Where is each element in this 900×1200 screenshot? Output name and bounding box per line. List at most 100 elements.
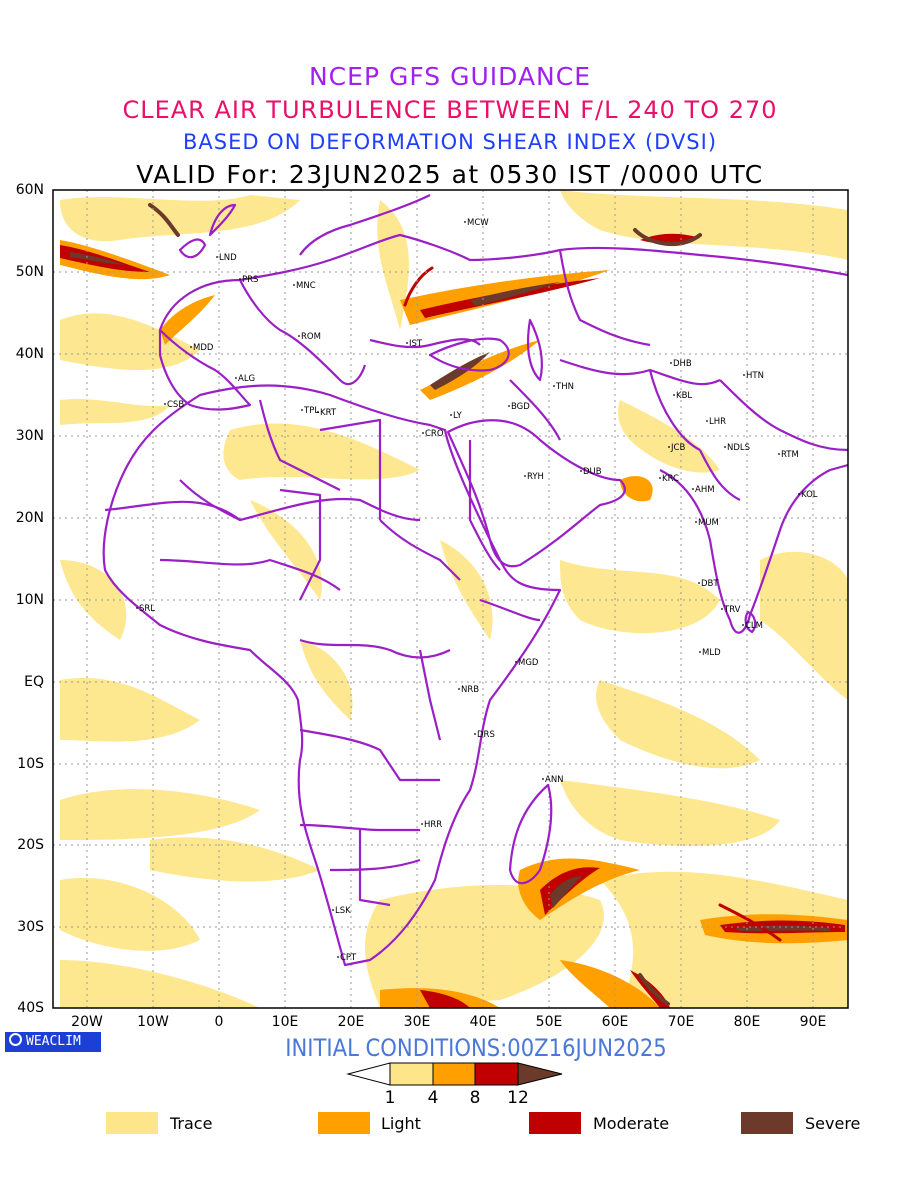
station-dot bbox=[464, 221, 466, 223]
lon-label: 80E bbox=[733, 1014, 761, 1030]
station-dot bbox=[699, 651, 701, 653]
lat-label: EQ bbox=[24, 674, 44, 690]
colorbar-segment-moderate bbox=[474, 1062, 519, 1086]
legend-label-moderate: Moderate bbox=[593, 1114, 670, 1133]
station-dot bbox=[298, 335, 300, 337]
station-label: THN bbox=[555, 382, 574, 392]
colorbar-tick: 4 bbox=[427, 1088, 439, 1108]
turbulence-fields bbox=[60, 190, 848, 1008]
lat-label: 40S bbox=[17, 1000, 44, 1016]
legend-label-light: Light bbox=[381, 1114, 421, 1133]
station-label: HTN bbox=[746, 371, 764, 381]
station-label: CSB bbox=[167, 400, 184, 410]
station-dot bbox=[542, 778, 544, 780]
station-dot bbox=[337, 956, 339, 958]
station-label: NDLS bbox=[727, 443, 750, 453]
legend-label-trace: Trace bbox=[170, 1114, 213, 1133]
colorbar-tick: 1 bbox=[384, 1088, 396, 1108]
weaclim-logo: WEACLIM bbox=[5, 1032, 101, 1052]
legend-swatch-trace bbox=[106, 1112, 158, 1134]
station-label: KRC bbox=[662, 474, 679, 484]
station-dot bbox=[698, 582, 700, 584]
station-dot bbox=[778, 453, 780, 455]
colorbar-segment-light bbox=[432, 1062, 476, 1086]
station-dot bbox=[743, 374, 745, 376]
station-dot bbox=[508, 405, 510, 407]
station-dot bbox=[673, 394, 675, 396]
station-dot bbox=[239, 278, 241, 280]
station-dot bbox=[216, 256, 218, 258]
lon-label: 30E bbox=[403, 1014, 431, 1030]
colorbar-under-arrow bbox=[346, 1062, 391, 1086]
station-label: TRV bbox=[723, 605, 741, 615]
station-dot bbox=[580, 470, 582, 472]
lon-label: 20E bbox=[337, 1014, 365, 1030]
station-dot bbox=[695, 521, 697, 523]
station-dot bbox=[798, 493, 800, 495]
legend-swatch-severe bbox=[741, 1112, 793, 1134]
station-label: DBT bbox=[701, 579, 719, 589]
station-dot bbox=[301, 409, 303, 411]
station-dot bbox=[450, 414, 452, 416]
lat-label: 20S bbox=[17, 837, 44, 853]
station-label: CPT bbox=[340, 953, 357, 963]
colorbar-tick: 8 bbox=[469, 1088, 481, 1108]
station-label: LSK bbox=[335, 906, 351, 916]
station-dot bbox=[458, 688, 460, 690]
station-label: LND bbox=[219, 253, 237, 263]
station-dot bbox=[421, 823, 423, 825]
colorbar-tick: 12 bbox=[507, 1088, 529, 1108]
station-dot bbox=[692, 488, 694, 490]
station-dot bbox=[235, 377, 237, 379]
station-label: MUM bbox=[698, 518, 719, 528]
lat-label: 10S bbox=[17, 756, 44, 772]
weaclim-logo-icon bbox=[9, 1033, 22, 1046]
station-dot bbox=[668, 446, 670, 448]
station-label: JCB bbox=[670, 443, 685, 453]
station-dot bbox=[422, 432, 424, 434]
station-label: KBL bbox=[676, 391, 692, 401]
lat-label: 50N bbox=[15, 264, 44, 280]
legend-swatch-moderate bbox=[529, 1112, 581, 1134]
station-label: MCW bbox=[467, 218, 489, 228]
station-label: CLM bbox=[745, 621, 763, 631]
station-dot bbox=[659, 477, 661, 479]
station-label: KRT bbox=[320, 408, 337, 418]
station-dot bbox=[515, 661, 517, 663]
station-labels: MCW LND PRS MNC ROM MDD IST ALG CSB TPL KRT CRO LY BG… bbox=[136, 218, 818, 963]
station-label: KOL bbox=[801, 490, 818, 500]
station-label: ALG bbox=[238, 374, 255, 384]
lon-label: 20W bbox=[71, 1014, 103, 1030]
station-label: CRO bbox=[425, 429, 444, 439]
station-label: RYH bbox=[527, 472, 544, 482]
lon-label: 90E bbox=[799, 1014, 827, 1030]
lon-label: 10W bbox=[137, 1014, 169, 1030]
lon-label: 10E bbox=[271, 1014, 299, 1030]
station-dot bbox=[317, 411, 319, 413]
colorbar-segment-trace bbox=[389, 1062, 434, 1086]
station-dot bbox=[136, 607, 138, 609]
station-label: DHB bbox=[673, 359, 692, 369]
station-dot bbox=[742, 624, 744, 626]
station-label: MLD bbox=[702, 648, 721, 658]
station-label: DRS bbox=[477, 730, 495, 740]
lat-label: 10N bbox=[15, 592, 44, 608]
station-label: NRB bbox=[461, 685, 479, 695]
station-label: LY bbox=[453, 411, 463, 421]
legend-swatch-light bbox=[318, 1112, 370, 1134]
station-dot bbox=[293, 284, 295, 286]
station-label: MGD bbox=[518, 658, 539, 668]
station-label: RTM bbox=[781, 450, 799, 460]
station-label: AHM bbox=[695, 485, 715, 495]
station-label: IST bbox=[409, 339, 423, 349]
coastlines-borders bbox=[102, 194, 848, 967]
station-label: MNC bbox=[296, 281, 316, 291]
lon-label: 0 bbox=[214, 1014, 224, 1030]
title-line-3: BASED ON DEFORMATION SHEAR INDEX (DVSI) bbox=[182, 130, 718, 154]
weaclim-label: WEACLIM bbox=[26, 1034, 81, 1049]
lon-label: 60E bbox=[601, 1014, 629, 1030]
valid-time: VALID For: 23JUN2025 at 0530 IST /0000 U… bbox=[136, 160, 764, 189]
initial-conditions: INITIAL CONDITIONS:00Z16JUN2025 bbox=[285, 1034, 667, 1062]
